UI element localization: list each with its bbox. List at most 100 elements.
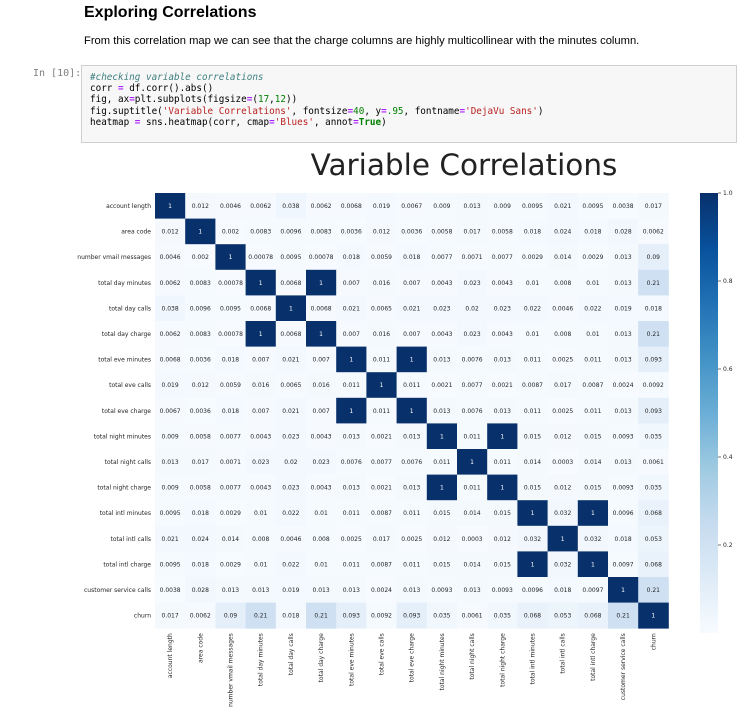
cell-annotation: 0.015 (524, 433, 541, 440)
heatmap-cell (547, 500, 579, 527)
heatmap-cell (487, 346, 518, 373)
heatmap-cell (457, 474, 488, 501)
code-token: = (246, 94, 253, 106)
cell-annotation: 0.023 (282, 485, 299, 492)
heatmap-cell (396, 577, 428, 603)
cell-annotation: 0.01 (526, 280, 540, 287)
cell-annotation: 0.00078 (309, 254, 334, 261)
heatmap-cell (517, 295, 548, 322)
heatmap-cell (245, 602, 277, 629)
cell-annotation: 0.015 (584, 485, 601, 492)
cell-annotation: 0.022 (524, 305, 541, 312)
cell-annotation: 0.011 (584, 408, 601, 415)
heatmap-cell (517, 423, 548, 450)
cell-annotation: 0.023 (282, 433, 299, 440)
cell-annotation: 0.008 (313, 536, 330, 543)
code-token: = (353, 116, 359, 128)
heatmap-cell (275, 423, 307, 450)
cell-annotation: 0.0029 (220, 561, 241, 568)
cell-annotation: 1 (440, 485, 444, 492)
cell-annotation: 0.00078 (218, 331, 243, 338)
cell-annotation: 0.0021 (371, 433, 392, 440)
cell-annotation: 0.0093 (613, 485, 634, 492)
cell-annotation: 0.0061 (462, 613, 483, 620)
heatmap-cell (245, 269, 277, 296)
row-label: area code (121, 229, 151, 236)
cell-annotation: 0.0096 (522, 587, 543, 594)
heatmap-cell (366, 295, 397, 322)
cell-annotation: 0.008 (252, 536, 269, 543)
cell-annotation: 0.093 (645, 408, 662, 415)
cell-annotation: 0.017 (554, 382, 571, 389)
heatmap-cell (245, 525, 277, 552)
cell-annotation: 0.01 (314, 561, 328, 568)
cell-annotation: 0.014 (584, 459, 601, 466)
cell-annotation: 0.21 (254, 613, 268, 620)
heatmap-cell (487, 193, 518, 219)
heatmap-cell (487, 474, 518, 501)
cell-annotation: 0.012 (192, 382, 209, 389)
code-editor[interactable]: #checking variable correlations corr = d… (90, 72, 543, 128)
cell-annotation: 0.018 (403, 254, 420, 261)
heatmap-cell (215, 193, 246, 219)
heatmap-cell (426, 295, 458, 322)
heatmap-cell (215, 551, 246, 578)
heatmap-cell (185, 423, 216, 450)
code-token: 'Blues' (274, 116, 314, 128)
heatmap-cell (396, 449, 428, 475)
cell-annotation: 0.016 (252, 382, 269, 389)
heatmap-cell (457, 321, 488, 347)
row-label: number vmail messages (77, 254, 151, 261)
cell-annotation: 1 (198, 229, 202, 236)
heatmap-cell (306, 449, 337, 475)
heatmap-cell (457, 346, 488, 373)
cell-annotation: 0.0092 (371, 613, 392, 620)
heatmap-cell (336, 474, 367, 501)
heatmap-cell (366, 321, 397, 347)
cell-annotation: 0.011 (433, 459, 450, 466)
heatmap-cell (185, 372, 216, 399)
cell-annotation: 0.0061 (643, 459, 664, 466)
heatmap-cell (577, 577, 609, 603)
heatmap-cell (517, 474, 548, 501)
heatmap-cell (336, 577, 367, 603)
cell-annotation: 0.0096 (280, 229, 301, 236)
cell-annotation: 0.0062 (250, 203, 271, 210)
heatmap-cell (608, 372, 639, 399)
heatmap-cell (457, 551, 488, 578)
heatmap-cell (185, 449, 216, 475)
cell-annotation: 0.0062 (643, 229, 664, 236)
code-token: fig, ax (90, 94, 130, 106)
heatmap-cell (396, 193, 428, 219)
heatmap-cell (396, 551, 428, 578)
cell-annotation: 0.013 (433, 357, 450, 364)
heatmap-cell (608, 295, 639, 322)
heatmap-cell (608, 602, 639, 629)
cell-annotation: 0.016 (373, 280, 390, 287)
heatmap-cell (336, 525, 367, 552)
heatmap-cell (185, 346, 216, 373)
heatmap-cell (577, 193, 609, 219)
cell-annotation: 0.013 (403, 433, 420, 440)
row-label: account length (106, 203, 151, 210)
heatmap-cell (155, 193, 186, 219)
code-cell[interactable]: #checking variable correlations corr = d… (81, 65, 737, 143)
row-label: total night charge (97, 485, 151, 492)
heatmap-cell (306, 269, 337, 296)
cell-annotation: 0.0097 (582, 587, 603, 594)
heatmap-cell (155, 474, 186, 501)
heatmap-cell (245, 423, 277, 450)
heatmap-cell (336, 321, 367, 347)
cell-annotation: 0.013 (615, 459, 632, 466)
cell-annotation: 0.01 (526, 331, 540, 338)
heatmap-cell (638, 474, 669, 501)
heatmap-cell (306, 372, 337, 399)
cell-annotation: 0.013 (162, 459, 179, 466)
heatmap-cell (215, 321, 246, 347)
heatmap-cell (577, 244, 609, 271)
cell-annotation: 0.0087 (371, 561, 392, 568)
cell-annotation: 0.022 (584, 305, 601, 312)
cell-annotation: 0.0083 (190, 280, 211, 287)
heatmap-cell (517, 321, 548, 347)
cell-annotation: 0.035 (494, 613, 511, 620)
